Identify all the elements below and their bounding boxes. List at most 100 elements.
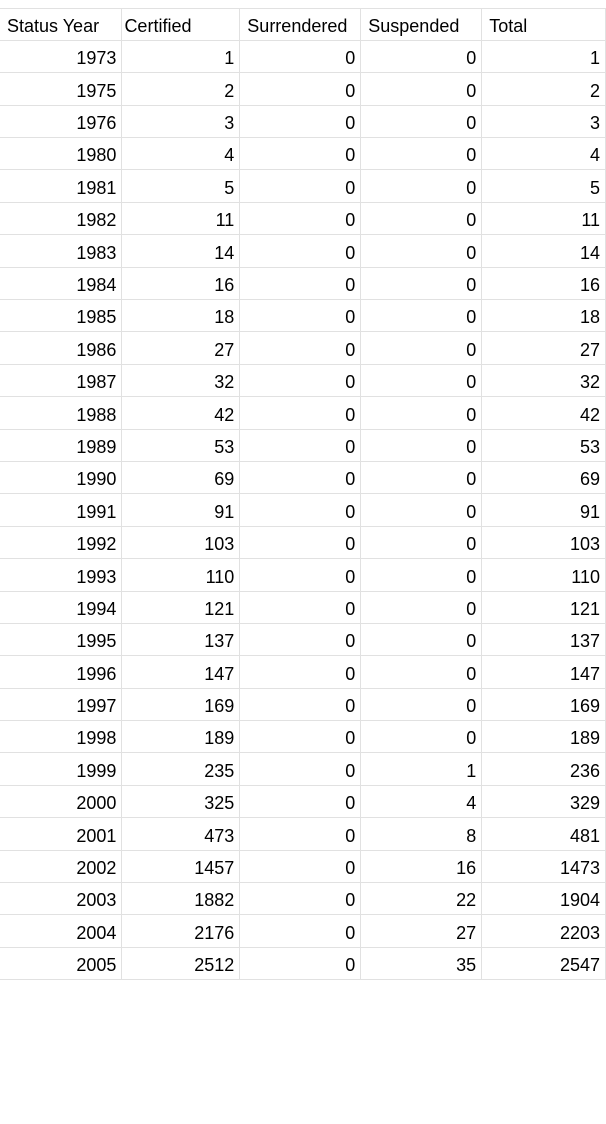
cell-status-year[interactable]: 1982 [0,202,123,236]
cell-surrendered[interactable]: 0 [239,558,362,592]
cell-surrendered[interactable]: 0 [239,267,362,301]
cell-surrendered[interactable]: 0 [239,623,362,657]
cell-surrendered[interactable]: 0 [239,461,362,495]
cell-suspended[interactable]: 0 [360,40,483,74]
cell-surrendered[interactable]: 0 [239,688,362,722]
cell-suspended[interactable]: 0 [360,202,483,236]
cell-suspended[interactable]: 8 [360,817,483,851]
cell-status-year[interactable]: 1990 [0,461,123,495]
cell-certified[interactable]: 235 [121,752,241,786]
cell-surrendered[interactable]: 0 [239,720,362,754]
cell-certified[interactable]: 3 [121,105,241,139]
cell-certified[interactable]: 103 [121,526,241,560]
cell-status-year[interactable]: 1973 [0,40,123,74]
cell-certified[interactable]: 18 [121,299,241,333]
cell-suspended[interactable]: 0 [360,655,483,689]
cell-surrendered[interactable]: 0 [239,396,362,430]
cell-total[interactable]: 481 [481,817,606,851]
cell-total[interactable]: 2547 [481,947,606,981]
cell-certified[interactable]: 91 [121,493,241,527]
cell-status-year[interactable]: 1980 [0,137,123,171]
cell-surrendered[interactable]: 0 [239,526,362,560]
cell-total[interactable]: 103 [481,526,606,560]
cell-status-year[interactable]: 2002 [0,850,123,884]
cell-suspended[interactable]: 0 [360,234,483,268]
cell-total[interactable]: 42 [481,396,606,430]
cell-total[interactable]: 3 [481,105,606,139]
header-cell-status-year[interactable]: Status Year [0,8,123,41]
cell-total[interactable]: 53 [481,429,606,462]
cell-certified[interactable]: 169 [121,688,241,722]
cell-status-year[interactable]: 1983 [0,234,123,268]
cell-suspended[interactable]: 0 [360,429,483,462]
cell-suspended[interactable]: 0 [360,72,483,106]
cell-total[interactable]: 32 [481,364,606,398]
cell-surrendered[interactable]: 0 [239,914,362,948]
cell-surrendered[interactable]: 0 [239,947,362,981]
cell-total[interactable]: 2 [481,72,606,106]
cell-status-year[interactable]: 1986 [0,331,123,365]
cell-certified[interactable]: 1 [121,40,241,74]
cell-suspended[interactable]: 0 [360,591,483,624]
cell-status-year[interactable]: 1996 [0,655,123,689]
cell-total[interactable]: 11 [481,202,606,236]
cell-certified[interactable]: 5 [121,169,241,203]
cell-surrendered[interactable]: 0 [239,493,362,527]
cell-status-year[interactable]: 1981 [0,169,123,203]
cell-surrendered[interactable]: 0 [239,40,362,74]
cell-status-year[interactable]: 2003 [0,882,123,916]
cell-status-year[interactable]: 1989 [0,429,123,462]
cell-suspended[interactable]: 0 [360,493,483,527]
cell-surrendered[interactable]: 0 [239,105,362,139]
cell-status-year[interactable]: 1994 [0,591,123,624]
cell-suspended[interactable]: 1 [360,752,483,786]
cell-suspended[interactable]: 35 [360,947,483,981]
cell-total[interactable]: 110 [481,558,606,592]
cell-surrendered[interactable]: 0 [239,169,362,203]
cell-certified[interactable]: 4 [121,137,241,171]
cell-suspended[interactable]: 0 [360,331,483,365]
cell-status-year[interactable]: 1984 [0,267,123,301]
cell-certified[interactable]: 69 [121,461,241,495]
cell-surrendered[interactable]: 0 [239,591,362,624]
cell-certified[interactable]: 325 [121,785,241,819]
cell-suspended[interactable]: 27 [360,914,483,948]
cell-surrendered[interactable]: 0 [239,331,362,365]
cell-surrendered[interactable]: 0 [239,202,362,236]
cell-status-year[interactable]: 1997 [0,688,123,722]
cell-total[interactable]: 14 [481,234,606,268]
cell-status-year[interactable]: 1985 [0,299,123,333]
cell-suspended[interactable]: 0 [360,623,483,657]
cell-suspended[interactable]: 0 [360,299,483,333]
cell-status-year[interactable]: 1975 [0,72,123,106]
cell-surrendered[interactable]: 0 [239,364,362,398]
cell-suspended[interactable]: 22 [360,882,483,916]
cell-suspended[interactable]: 0 [360,720,483,754]
cell-total[interactable]: 5 [481,169,606,203]
cell-certified[interactable]: 32 [121,364,241,398]
cell-total[interactable]: 121 [481,591,606,624]
cell-certified[interactable]: 14 [121,234,241,268]
cell-certified[interactable]: 27 [121,331,241,365]
cell-surrendered[interactable]: 0 [239,429,362,462]
cell-total[interactable]: 4 [481,137,606,171]
cell-total[interactable]: 1 [481,40,606,74]
cell-suspended[interactable]: 0 [360,169,483,203]
cell-total[interactable]: 169 [481,688,606,722]
cell-certified[interactable]: 1457 [121,850,241,884]
cell-total[interactable]: 91 [481,493,606,527]
cell-status-year[interactable]: 1987 [0,364,123,398]
cell-total[interactable]: 236 [481,752,606,786]
cell-total[interactable]: 18 [481,299,606,333]
cell-suspended[interactable]: 0 [360,364,483,398]
cell-certified[interactable]: 137 [121,623,241,657]
cell-total[interactable]: 147 [481,655,606,689]
cell-surrendered[interactable]: 0 [239,72,362,106]
cell-certified[interactable]: 189 [121,720,241,754]
header-cell-total[interactable]: Total [481,8,606,41]
cell-status-year[interactable]: 1999 [0,752,123,786]
cell-surrendered[interactable]: 0 [239,752,362,786]
cell-certified[interactable]: 1882 [121,882,241,916]
cell-status-year[interactable]: 1976 [0,105,123,139]
cell-suspended[interactable]: 0 [360,137,483,171]
